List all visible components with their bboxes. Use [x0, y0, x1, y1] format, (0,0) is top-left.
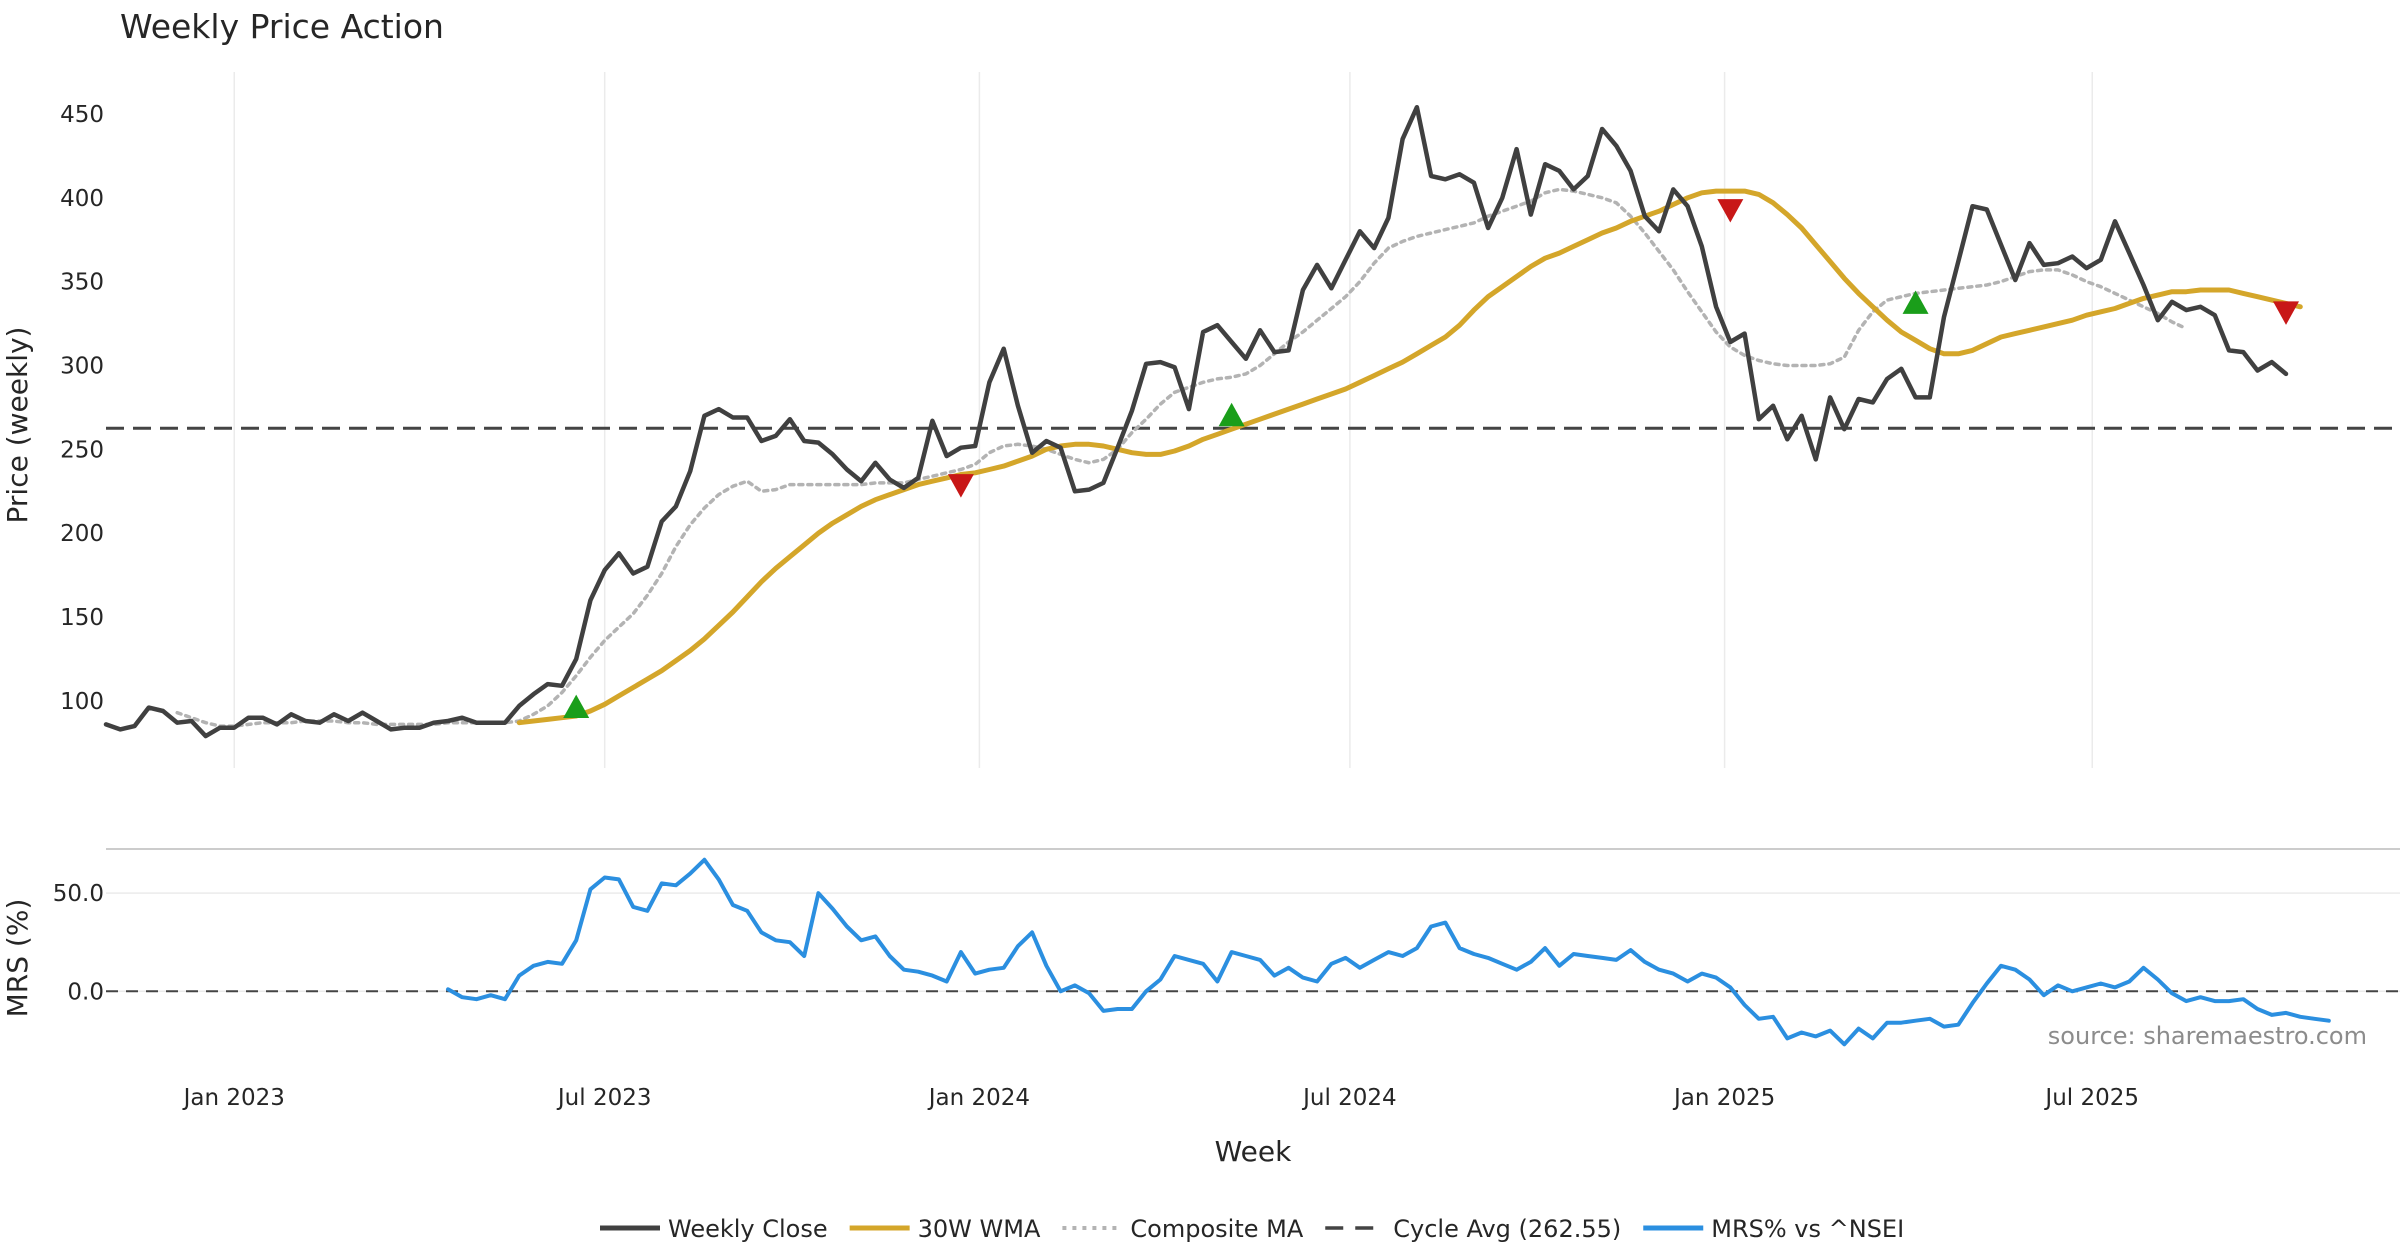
composite-ma-line — [175, 187, 2189, 728]
sell-signal-marker — [947, 474, 974, 498]
legend-item: 30W WMA — [849, 1215, 1041, 1243]
legend-label: Composite MA — [1130, 1215, 1303, 1243]
legend-label: Weekly Close — [668, 1215, 828, 1243]
price-axis-title: Price (weekly) — [1, 327, 34, 524]
legend-item: Composite MA — [1062, 1215, 1304, 1243]
legend: Weekly Close 30W WMA Composite MA Cycle Avg… — [600, 1215, 1904, 1243]
x-tick-label: Jul 2023 — [556, 1085, 652, 1111]
x-tick-label: Jan 2023 — [182, 1085, 285, 1111]
chart-title: Weekly Price Action — [120, 7, 444, 46]
x-tick-label: Jul 2024 — [1301, 1085, 1397, 1111]
price-tick-label: 450 — [60, 102, 104, 128]
price-tick-label: 100 — [60, 689, 104, 715]
buy-signal-marker — [1902, 290, 1929, 314]
x-tick-label: Jan 2024 — [927, 1085, 1030, 1111]
mrs-line — [446, 857, 2331, 1047]
signal-markers — [563, 199, 2300, 719]
sell-signal-marker — [2273, 301, 2300, 325]
mrs-tick-label: 0.0 — [67, 979, 104, 1005]
price-tick-label: 300 — [60, 353, 104, 379]
price-tick-label: 400 — [60, 186, 104, 212]
weekly-close-line — [103, 104, 2289, 739]
legend-label: Cycle Avg (262.55) — [1393, 1215, 1621, 1243]
legend-item: MRS% vs ^NSEI — [1643, 1215, 1904, 1243]
x-tick-label: Jan 2025 — [1672, 1085, 1775, 1111]
legend-item: Cycle Avg (262.55) — [1325, 1215, 1621, 1243]
buy-signal-marker — [1218, 402, 1245, 427]
wma-30w-line — [516, 188, 2303, 726]
mrs-tick-label: 50.0 — [53, 881, 104, 907]
price-tick-label: 150 — [60, 605, 104, 631]
grid-layer — [106, 72, 2400, 993]
legend-item: Weekly Close — [600, 1215, 828, 1243]
price-tick-label: 250 — [60, 437, 104, 463]
price-tick-label: 350 — [60, 270, 104, 296]
axis-labels: Jan 2023 Jul 2023 Jan 2024 Jul 2024 Jan 2025… — [53, 102, 2139, 1111]
source-note: source: sharemaestro.com — [2048, 1022, 2367, 1050]
legend-label: MRS% vs ^NSEI — [1711, 1215, 1904, 1243]
buy-signal-marker — [563, 694, 590, 719]
legend-label: 30W WMA — [918, 1215, 1041, 1243]
x-tick-label: Jul 2025 — [2043, 1085, 2139, 1111]
sell-signal-marker — [1717, 199, 1744, 223]
series-layer — [103, 104, 2331, 1047]
price-tick-label: 200 — [60, 521, 104, 547]
week-axis-title: Week — [1215, 1135, 1292, 1168]
mrs-axis-title: MRS (%) — [1, 899, 34, 1018]
reference-lines — [106, 426, 2400, 993]
